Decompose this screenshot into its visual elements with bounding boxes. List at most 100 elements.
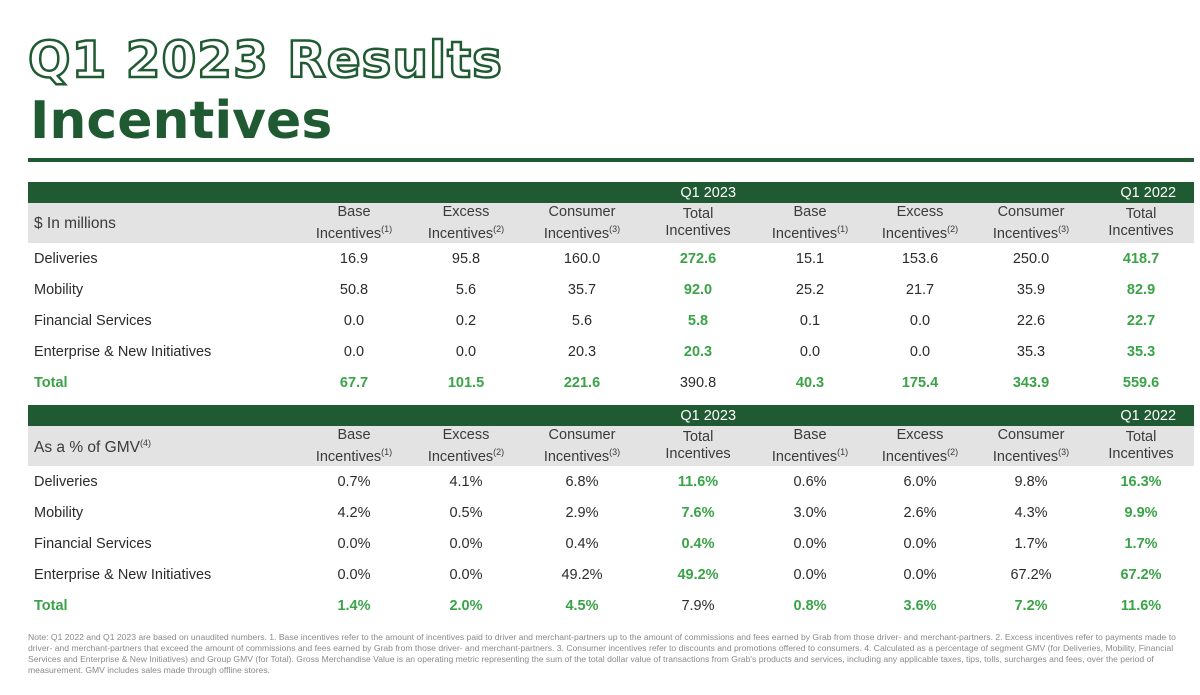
table-cell: 418.7 [1122, 250, 1160, 267]
table-cell: 4.2% [337, 504, 371, 521]
table-cell: 0.0% [793, 535, 827, 552]
period-q1-2022: Q1 2022 [754, 182, 1195, 203]
table-cell: 5.8 [687, 312, 709, 329]
table-cell: 0.0% [793, 566, 827, 583]
table-cell: 6.8% [565, 473, 599, 490]
table-cell: 40.3 [795, 374, 825, 391]
table-cell: 5.6 [455, 281, 477, 298]
table-cell: 0.0 [909, 312, 931, 329]
table-cell: 0.0 [343, 343, 365, 360]
period-q1-2023: Q1 2023 [298, 405, 755, 426]
table-row: Financial Services 0.0 0.2 5.6 5.8 0.1 0.0 22.6… [28, 305, 1194, 336]
table-row: Deliveries 16.9 95.8 160.0 272.6 15.1 153.6 250… [28, 243, 1194, 274]
table-row: Financial Services 0.0% 0.0% 0.4% 0.4% 0.0% 0.… [28, 528, 1194, 559]
table-cell: 559.6 [1122, 374, 1160, 391]
col-total-incentives: Total Incentives [1088, 203, 1195, 243]
table-cell: 3.6% [903, 597, 937, 614]
table-cell: 9.8% [1014, 473, 1048, 490]
incentives-gmv-table: Q1 2023 Q1 2022 As a % of GMV(4) Base Inc… [28, 405, 1195, 621]
table-label: $ In millions [28, 203, 298, 243]
table-cell: 9.9% [1124, 504, 1158, 521]
table-cell: 2.9% [565, 504, 599, 521]
table-cell: 16.9 [339, 250, 369, 267]
col-total-incentives: Total Incentives [642, 203, 755, 243]
col-base-incentives: Base Incentives(1) [298, 203, 410, 243]
table-cell: 49.2% [677, 566, 719, 583]
row-label: Mobility [34, 281, 84, 298]
column-header-row: As a % of GMV(4) Base Incentives(1) Exces… [28, 426, 1195, 466]
table-cell: 67.2% [1010, 566, 1052, 583]
table-cell: 20.3 [567, 343, 597, 360]
table-cell: 1.7% [1124, 535, 1158, 552]
table-cell: 3.0% [793, 504, 827, 521]
period-q1-2022: Q1 2022 [754, 405, 1195, 426]
table-cell: 4.1% [449, 473, 483, 490]
table-cell: 0.4% [565, 535, 599, 552]
table-cell: 0.0% [337, 535, 371, 552]
total-row: Total 1.4% 2.0% 4.5% 7.9% 0.8% 3.6% 7.2% 11.6% [28, 590, 1194, 621]
col-consumer-incentives: Consumer Incentives(3) [522, 203, 642, 243]
table-cell: 25.2 [795, 281, 825, 298]
table-cell: 35.9 [1016, 281, 1046, 298]
col-excess-incentives: Excess Incentives(2) [866, 203, 975, 243]
total-row: Total 67.7 101.5 221.6 390.8 40.3 175.4 343.9 55… [28, 367, 1194, 398]
table-cell: 0.0 [909, 343, 931, 360]
table-cell: 153.6 [901, 250, 939, 267]
table-cell: 0.7% [337, 473, 371, 490]
period-q1-2023: Q1 2023 [298, 182, 755, 203]
row-label: Financial Services [34, 312, 152, 329]
table-cell: 67.2% [1120, 566, 1162, 583]
table-cell: 82.9 [1126, 281, 1156, 298]
page-subtitle: Incentives [30, 91, 333, 151]
table-cell: 67.7 [339, 374, 369, 391]
incentives-millions-table: Q1 2023 Q1 2022 $ In millions Base Incent… [28, 182, 1195, 398]
table-cell: 343.9 [1012, 374, 1050, 391]
col-base-incentives: Base Incentives(1) [298, 426, 410, 466]
table-cell: 175.4 [901, 374, 939, 391]
table-cell: 0.0 [799, 343, 821, 360]
table-cell: 272.6 [679, 250, 717, 267]
table-cell: 11.6% [1120, 597, 1162, 614]
table-cell: 0.0% [903, 566, 937, 583]
row-label: Enterprise & New Initiatives [34, 343, 212, 360]
table-cell: 95.8 [451, 250, 481, 267]
row-label: Mobility [34, 504, 84, 521]
table-cell: 0.0 [343, 312, 365, 329]
table-row: Mobility 50.8 5.6 35.7 92.0 25.2 21.7 35.9 82.9 [28, 274, 1194, 305]
col-excess-incentives: Excess Incentives(2) [410, 203, 522, 243]
table-row: Deliveries 0.7% 4.1% 6.8% 11.6% 0.6% 6.0% 9.8% 1… [28, 466, 1194, 497]
table-cell: 35.3 [1016, 343, 1046, 360]
table-cell: 0.0 [455, 343, 477, 360]
col-consumer-incentives: Consumer Incentives(3) [974, 203, 1089, 243]
table-cell: 101.5 [447, 374, 485, 391]
table-cell: 0.0% [337, 566, 371, 583]
table-cell: 1.7% [1014, 535, 1048, 552]
table-cell: 16.3% [1120, 473, 1162, 490]
table-cell: 7.6% [681, 504, 715, 521]
table-cell: 2.6% [903, 504, 937, 521]
table-row: Enterprise & New Initiatives 0.0% 0.0% 49.2… [28, 559, 1194, 590]
table-cell: 221.6 [563, 374, 601, 391]
table-cell: 4.5% [565, 597, 599, 614]
table-cell: 2.0% [449, 597, 483, 614]
table-cell: 0.4% [681, 535, 715, 552]
page-title: Q1 2023 Results [27, 30, 503, 91]
row-label: Deliveries [34, 473, 98, 490]
table-cell: 0.5% [449, 504, 483, 521]
table-cell: 0.1 [799, 312, 821, 329]
table-cell: 0.0% [449, 566, 483, 583]
table-cell: 0.8% [793, 597, 827, 614]
row-label: Total [34, 374, 68, 391]
table-cell: 35.7 [567, 281, 597, 298]
row-label: Deliveries [34, 250, 98, 267]
table-cell: 4.3% [1014, 504, 1048, 521]
table-label: As a % of GMV(4) [28, 426, 298, 466]
column-header-row: $ In millions Base Incentives(1) Excess In… [28, 203, 1195, 243]
title-divider [28, 158, 1194, 162]
period-band: Q1 2023 Q1 2022 [28, 405, 1195, 426]
table-cell: 22.7 [1126, 312, 1156, 329]
table-cell: 49.2% [561, 566, 603, 583]
col-base-incentives: Base Incentives(1) [754, 203, 867, 243]
row-label: Enterprise & New Initiatives [34, 566, 212, 583]
table-cell: 5.6 [571, 312, 593, 329]
